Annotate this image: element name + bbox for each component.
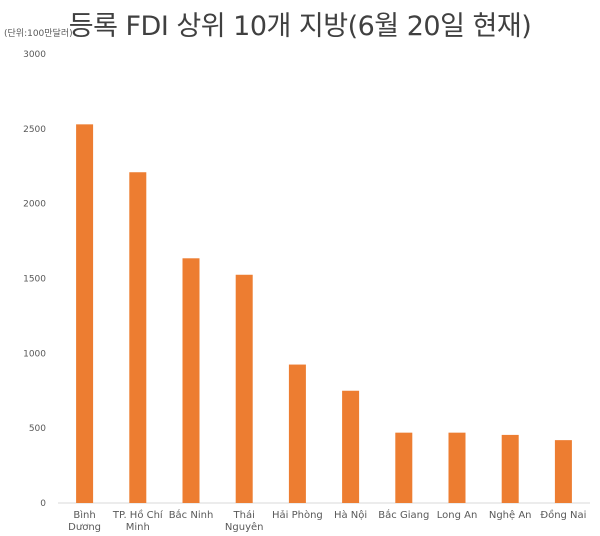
x-category-label: Dương bbox=[68, 522, 101, 533]
x-category-label: Đồng Nai bbox=[540, 509, 586, 521]
x-category-label: Long An bbox=[437, 510, 478, 521]
bar bbox=[501, 434, 519, 503]
bar bbox=[342, 390, 360, 503]
bar bbox=[395, 432, 413, 503]
y-tick-label: 2000 bbox=[23, 200, 46, 210]
bar bbox=[448, 432, 466, 503]
bar bbox=[235, 274, 253, 503]
y-tick-label: 2500 bbox=[23, 125, 46, 135]
bar bbox=[554, 440, 572, 503]
bar bbox=[129, 172, 147, 503]
y-tick-label: 1000 bbox=[23, 349, 46, 359]
y-tick-label: 500 bbox=[29, 424, 46, 434]
chart-title: 등록 FDI 상위 10개 지방(6월 20일 현재) bbox=[68, 11, 532, 42]
bar bbox=[76, 124, 94, 504]
y-tick-label: 1500 bbox=[23, 275, 46, 285]
x-category-label: Thái bbox=[233, 509, 255, 521]
x-category-label: TP. Hồ Chí bbox=[112, 509, 164, 521]
x-category-label: Hải Phòng bbox=[272, 509, 323, 521]
x-category-label: Bắc Ninh bbox=[169, 508, 214, 521]
y-tick-label: 0 bbox=[40, 499, 46, 509]
bar bbox=[182, 258, 200, 503]
y-axis-unit-label: (단위:100만달러) bbox=[4, 29, 73, 39]
x-category-label: Nguyên bbox=[225, 521, 264, 533]
x-category-label: Nghệ An bbox=[489, 509, 532, 521]
y-tick-label: 3000 bbox=[23, 50, 46, 60]
x-category-label: Hà Nội bbox=[334, 509, 367, 521]
bars bbox=[76, 124, 572, 504]
x-category-label: Bắc Giang bbox=[378, 508, 429, 521]
x-category-label: Minh bbox=[126, 522, 150, 533]
x-category-label: Bình bbox=[73, 509, 95, 521]
y-axis-ticks: 3000 2500 2000 1500 1000 500 0 bbox=[23, 50, 46, 509]
bar bbox=[288, 364, 306, 503]
